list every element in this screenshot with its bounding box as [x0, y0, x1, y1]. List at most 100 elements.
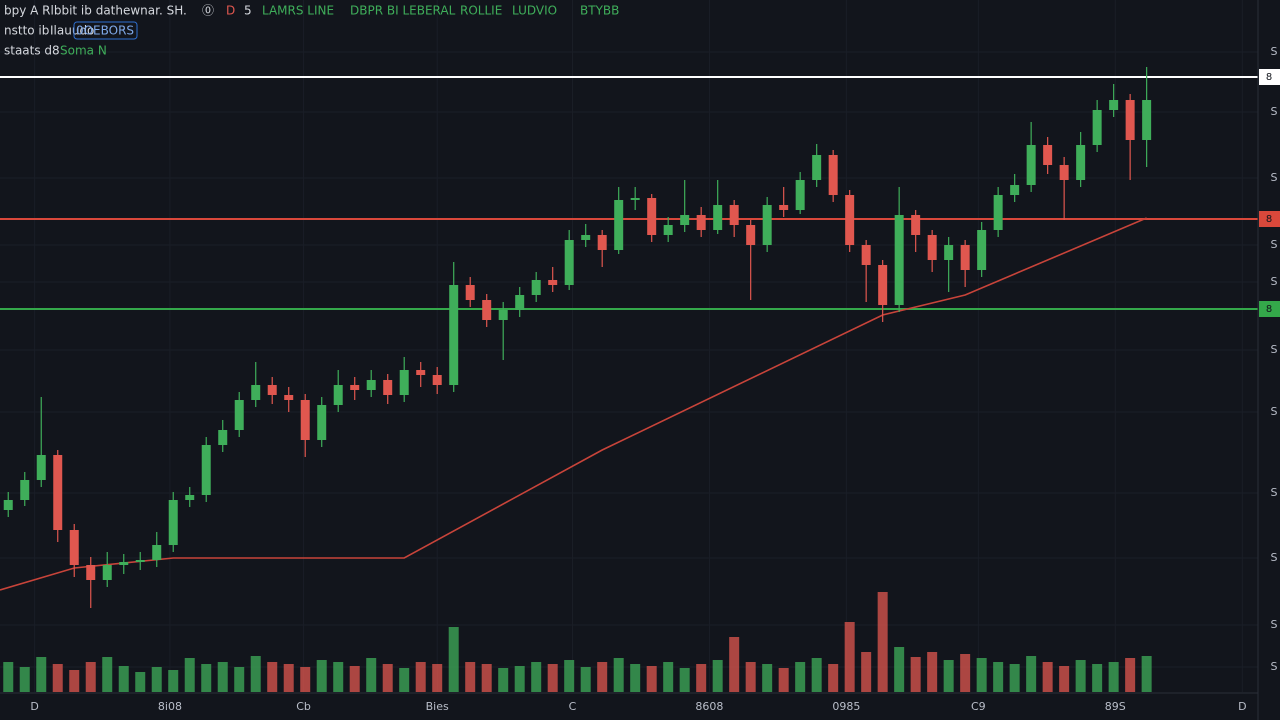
candle-body [746, 225, 756, 245]
volume-bar [151, 667, 162, 692]
candle-body [366, 380, 376, 390]
volume-bar [267, 662, 278, 692]
volume-bar [415, 662, 426, 692]
candle-body [927, 235, 937, 260]
candle-body [581, 235, 591, 240]
volume-bar [85, 662, 96, 692]
x-tick-label: 0985 [832, 700, 860, 713]
volume-bar [316, 660, 327, 692]
label: Ilauudo [50, 24, 94, 38]
candle-body [152, 545, 162, 560]
indicator: DBPR BI LEBERAL [350, 4, 456, 18]
candle-body [1010, 185, 1020, 195]
y-tick-label: S [1271, 660, 1278, 673]
candle-body [465, 285, 475, 300]
icon[interactable]: D [226, 4, 235, 18]
candle-body [498, 310, 508, 320]
candle-body [36, 455, 46, 480]
candle-body [251, 385, 261, 400]
candle-body [267, 385, 277, 395]
volume-bar [811, 658, 822, 692]
volume-bar [580, 667, 591, 692]
label: staats d8 [4, 44, 60, 58]
indicator: LAMRS LINE [262, 4, 334, 18]
candle-body [515, 295, 525, 310]
volume-bar [36, 657, 47, 692]
volume-bar [300, 667, 311, 692]
volume-bar [382, 664, 393, 692]
y-tick-label: S [1271, 45, 1278, 58]
candle-body [828, 155, 838, 195]
candle-body [548, 280, 558, 285]
candle-body [20, 480, 30, 500]
candle-body [86, 565, 96, 580]
volume-bar [481, 664, 492, 692]
y-tick-label: S [1271, 238, 1278, 251]
volume-bar [729, 637, 740, 692]
candle-body [977, 230, 987, 270]
candle-body [630, 198, 640, 200]
volume-bar [201, 664, 212, 692]
volume-bar [910, 657, 921, 692]
x-tick-label: Cb [296, 700, 311, 713]
volume-bar [844, 622, 855, 692]
candle-body [317, 405, 327, 440]
y-tick-label: S [1271, 275, 1278, 288]
candle-body [861, 245, 871, 265]
candle-body [1092, 110, 1102, 145]
icon[interactable]: ⓪ [202, 4, 214, 18]
header: bpy A Rlbbit ib dathewnar. SH. ⓪ D 5 LAM… [4, 4, 619, 58]
candle-body [1142, 100, 1152, 140]
volume-bar [993, 662, 1004, 692]
x-tick-label: C9 [971, 700, 986, 713]
x-tick-label: Bies [426, 700, 449, 713]
candle-body [482, 300, 492, 320]
volume-bar [498, 668, 509, 692]
x-tick-label: 8i08 [158, 700, 182, 713]
volume-bar [1108, 662, 1119, 692]
volume-bar [663, 662, 674, 692]
volume-bar [102, 657, 113, 692]
price-tag [1259, 301, 1280, 317]
volume-bar [217, 662, 228, 692]
icon[interactable]: 5 [244, 4, 252, 18]
volume-bar [531, 662, 542, 692]
candle-body [234, 400, 244, 430]
candle-body [185, 495, 195, 500]
volume-pane [3, 592, 1152, 692]
button[interactable] [73, 21, 138, 40]
x-tick-label: C [569, 700, 577, 713]
indicator: BTYBB [580, 4, 619, 18]
candle-body [53, 455, 63, 530]
candle-body [696, 215, 706, 230]
volume-bar [927, 652, 938, 692]
indicator: ROLLIE [460, 4, 502, 18]
volume-bar [679, 668, 690, 692]
button-label[interactable]: 0OEBORS [76, 24, 134, 38]
volume-bar [597, 662, 608, 692]
symbol-title: bpy A Rlbbit ib dathewnar. SH. [4, 4, 187, 18]
candle-body [531, 280, 541, 295]
volume-bar [943, 660, 954, 692]
candle-body [1043, 145, 1053, 165]
x-tick-label: 8608 [695, 700, 723, 713]
candle-body [1076, 145, 1086, 180]
label: Soma N [60, 44, 107, 58]
volume-bar [762, 664, 773, 692]
volume-bar [1026, 656, 1037, 692]
price-tag-label: 8 [1266, 214, 1272, 225]
candle-body [168, 500, 178, 545]
volume-bar [778, 668, 789, 692]
volume-bar [135, 672, 146, 692]
volume-bar [1075, 660, 1086, 692]
candle-body [350, 385, 360, 390]
y-tick-label: S [1271, 105, 1278, 118]
volume-bar [349, 666, 360, 692]
candle-body [993, 195, 1003, 230]
candle-body [911, 215, 921, 235]
volume-bar [547, 664, 558, 692]
y-tick-label: S [1271, 486, 1278, 499]
candle-body [779, 205, 789, 210]
candle-body [762, 205, 772, 245]
